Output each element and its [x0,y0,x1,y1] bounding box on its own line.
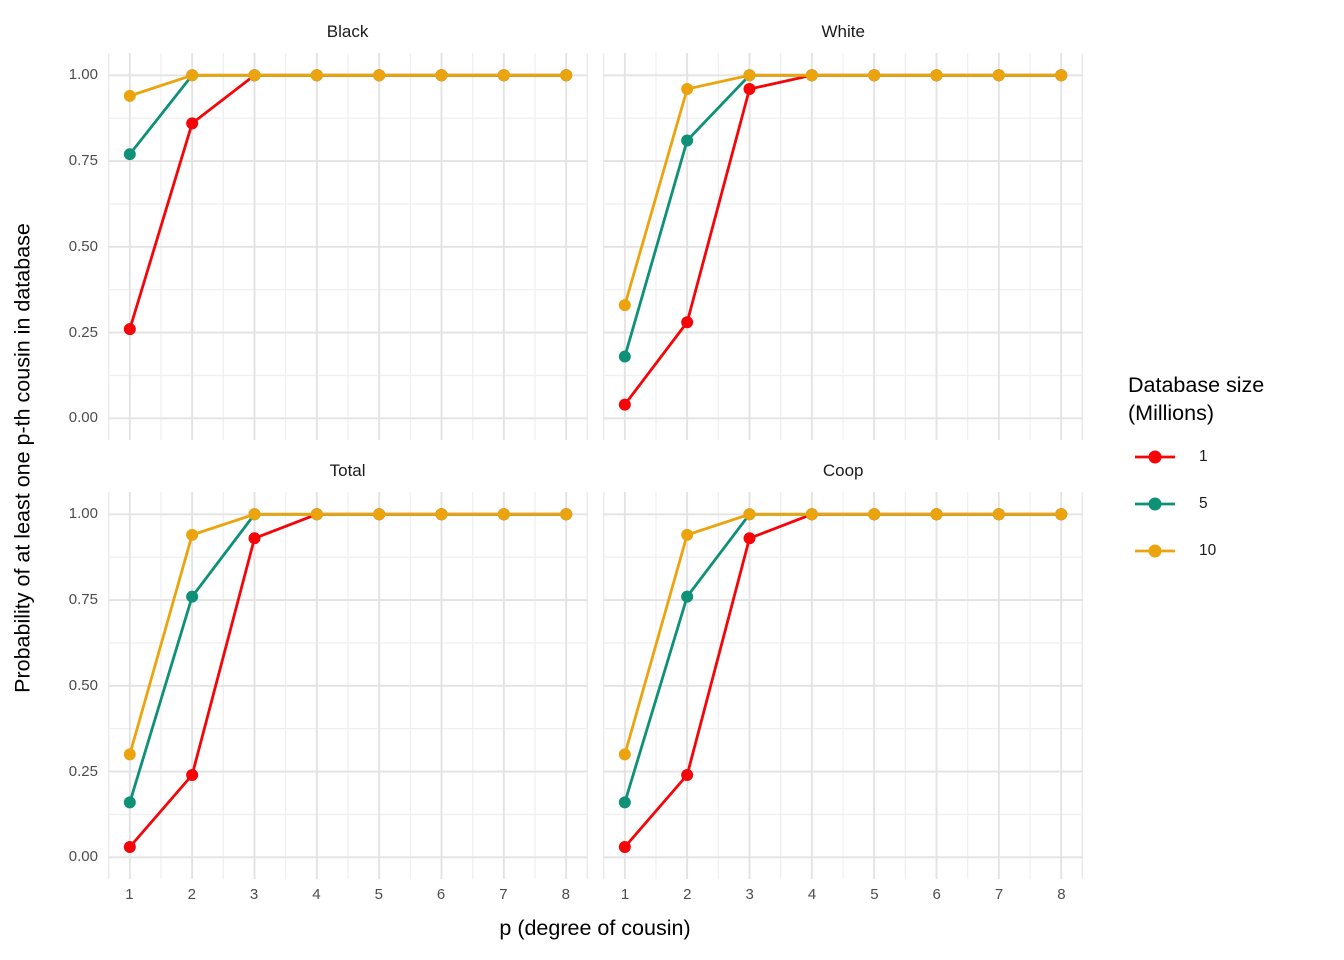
x-tick-label: 6 [436,886,446,903]
x-tick-label: 2 [187,886,196,903]
x-tick-label: 7 [499,886,508,903]
grid-coop [603,492,1084,879]
legend-item-label: 1 [1199,448,1208,465]
legend-title-line2: (Millions) [1128,401,1214,425]
y-tick-label: 0.50 [68,237,98,255]
x-tick-label: 5 [870,886,879,903]
y-axis-title: Probability of at least one p-th cousin … [10,223,35,693]
y-tick-label: 0.00 [68,848,98,866]
series-10m-total [123,508,572,761]
x-tick-label: 7 [994,886,1004,903]
y-tick-label: 1.00 [68,505,98,523]
legend-title: Database size (Millions) [1128,371,1264,427]
facet-title-coop: Coop [822,461,864,480]
y-tick-label: 1.00 [68,66,98,84]
grid-black [107,53,588,440]
grid-total [107,492,588,879]
x-tick-label: 5 [374,886,383,903]
legend: Database size (Millions) 1 5 10 [1128,371,1264,588]
x-tick-label: 4 [312,886,321,903]
grid-white [603,53,1084,440]
x-tick-label: 8 [1057,886,1066,903]
panel-total [107,492,588,879]
legend-item-10: 10 [1133,541,1264,561]
x-tick-label: 6 [932,886,941,903]
panel-white [603,53,1084,440]
x-axis-title: p (degree of cousin) [499,916,691,940]
x-tick-label: 4 [807,886,817,903]
series-10m-coop [619,508,1068,761]
facet-title-white: White [821,22,865,41]
y-tick-label: 0.75 [68,591,98,609]
y-tick-label: 0.00 [68,409,98,427]
legend-item-1: 1 [1133,447,1264,467]
series-10m-white [619,69,1068,312]
series-10m-black [123,69,572,102]
legend-item-5: 5 [1133,494,1264,514]
legend-items: 1 5 10 [1133,447,1264,561]
x-tick-label: 3 [249,886,259,903]
legend-key-icon [1135,497,1175,511]
legend-key-icon [1135,544,1175,558]
x-tick-label: 8 [561,886,570,903]
y-tick-label: 0.75 [68,152,98,170]
legend-item-label: 10 [1199,542,1217,559]
x-tick-label: 1 [620,886,630,903]
y-tick-label: 0.25 [68,762,98,780]
y-tick-label: 0.25 [68,323,98,341]
legend-key-icon [1135,450,1175,464]
panel-coop [603,492,1084,879]
legend-title-line1: Database size [1128,373,1265,397]
facet-title-black: Black [326,22,369,41]
facet-title-total: Total [329,461,366,480]
y-tick-label: 0.50 [68,676,98,694]
x-tick-label: 2 [683,886,692,903]
legend-item-label: 5 [1199,495,1208,512]
panel-black [107,53,588,440]
x-tick-label: 3 [745,886,754,903]
x-tick-label: 1 [125,886,134,903]
